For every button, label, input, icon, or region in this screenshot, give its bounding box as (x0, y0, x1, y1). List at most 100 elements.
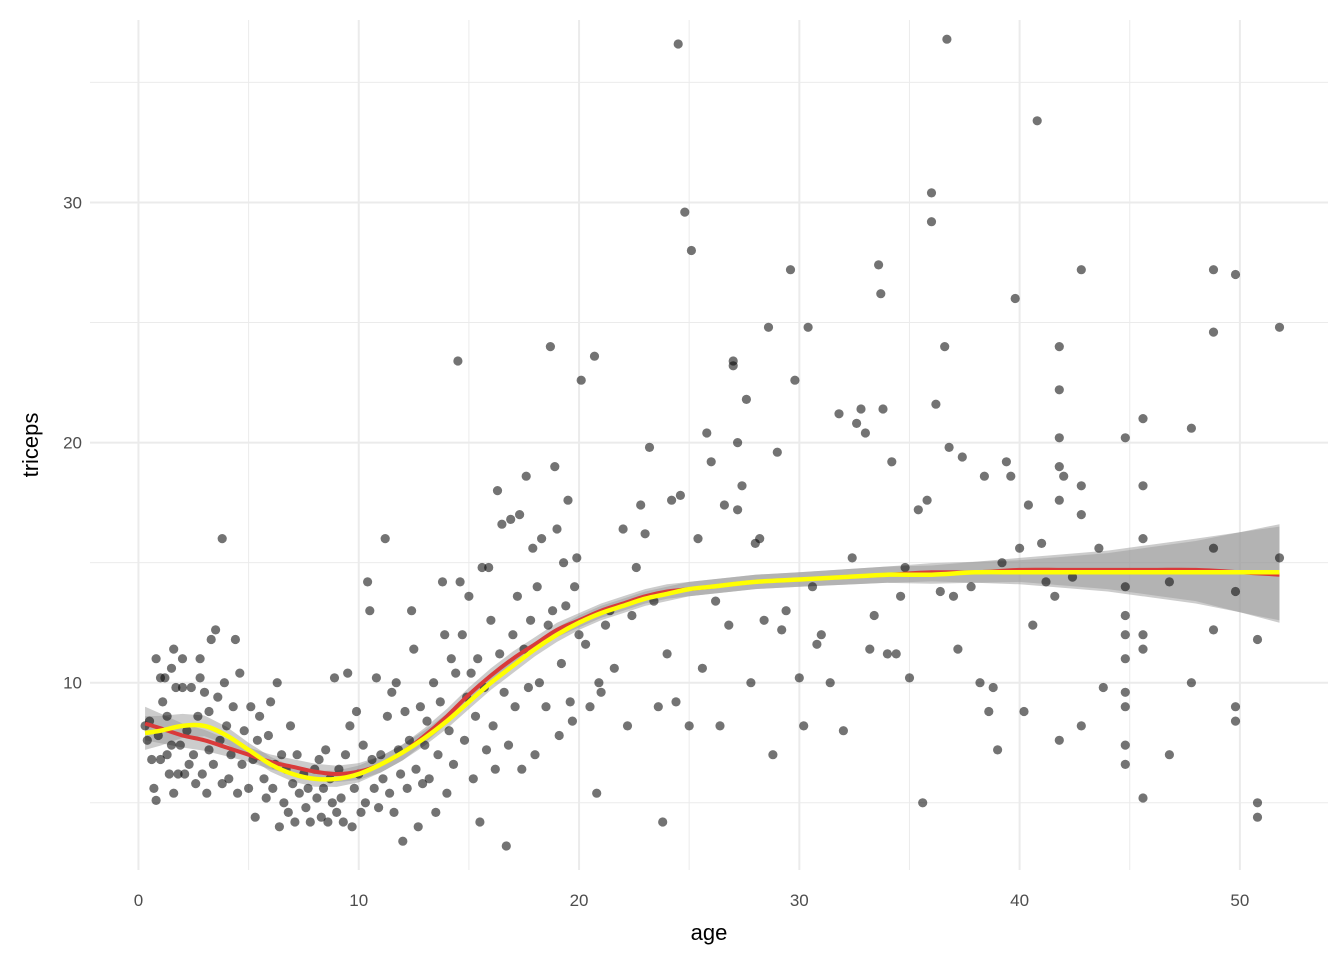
data-point (173, 769, 183, 779)
data-point (468, 774, 478, 784)
data-point (878, 404, 888, 414)
data-point (1138, 414, 1148, 424)
data-point (935, 586, 945, 597)
data-point (455, 577, 465, 587)
data-point (622, 721, 633, 731)
data-point (515, 509, 525, 520)
data-point (585, 702, 595, 712)
data-point (913, 505, 923, 515)
data-point (869, 610, 879, 621)
data-point (957, 452, 967, 462)
data-point (1138, 793, 1148, 803)
data-point (644, 442, 655, 452)
data-point (785, 265, 796, 275)
data-point (363, 577, 373, 587)
data-point (1094, 543, 1104, 553)
data-point (966, 582, 976, 592)
data-point (332, 807, 342, 818)
data-point (1208, 543, 1219, 553)
data-point (807, 582, 818, 592)
data-point (211, 625, 221, 635)
x-axis-title: age (691, 920, 728, 945)
data-point (1230, 586, 1241, 597)
data-point (1120, 582, 1130, 592)
data-point (334, 764, 344, 774)
data-point (896, 591, 906, 601)
data-point (208, 759, 218, 770)
data-point (1164, 577, 1174, 587)
data-point (865, 644, 875, 654)
y-tick-label: 30 (63, 193, 82, 212)
data-point (351, 706, 362, 717)
data-point (746, 678, 756, 688)
data-point (719, 500, 730, 510)
data-point (312, 793, 322, 803)
data-point (548, 606, 558, 616)
x-tick-label: 30 (790, 891, 809, 910)
data-point (378, 774, 388, 784)
data-point (1230, 269, 1241, 280)
data-point (675, 490, 686, 500)
data-point (1208, 625, 1219, 635)
data-point (398, 836, 408, 846)
data-point (437, 577, 448, 587)
data-point (1010, 293, 1020, 304)
data-point (250, 812, 260, 822)
data-point (506, 514, 516, 525)
data-point (486, 615, 496, 625)
data-point (261, 793, 271, 803)
data-point (1208, 327, 1219, 337)
data-point (741, 394, 752, 404)
data-point (1076, 509, 1086, 520)
data-point (1001, 457, 1012, 467)
data-point (501, 841, 511, 851)
data-point (1054, 462, 1064, 472)
data-point (255, 711, 265, 721)
x-tick-label: 40 (1010, 891, 1029, 910)
data-point (433, 750, 443, 760)
data-point (1164, 750, 1174, 760)
y-tick-label: 10 (63, 674, 82, 693)
yellow-smooth-line (144, 569, 1280, 782)
data-point (204, 745, 214, 755)
data-point (891, 649, 901, 659)
data-point (541, 702, 551, 712)
data-point (459, 735, 470, 745)
data-point (166, 740, 177, 750)
data-point (371, 673, 381, 683)
data-point (563, 495, 573, 505)
data-point (953, 644, 963, 654)
data-point (581, 639, 591, 649)
data-point (418, 779, 428, 789)
data-point (1120, 654, 1130, 664)
data-point (382, 711, 392, 721)
data-point (567, 716, 578, 726)
data-point (724, 620, 734, 630)
data-point (988, 682, 998, 693)
data-point (263, 730, 273, 741)
data-point (376, 750, 386, 760)
data-point (327, 798, 337, 808)
data-point (191, 779, 201, 789)
tick-labels: 0 10 20 30 40 50 10 20 30 (63, 193, 1249, 910)
confidence-bands (145, 524, 1280, 787)
data-point (1037, 538, 1047, 549)
data-point (693, 534, 703, 544)
smooth-lines (144, 567, 1280, 782)
data-point (572, 553, 582, 563)
y-axis-title: triceps (18, 413, 43, 478)
data-point (404, 735, 414, 745)
data-point (199, 687, 210, 697)
data-point (1138, 534, 1148, 544)
data-point (166, 663, 177, 673)
data-point (175, 740, 185, 750)
data-point (1230, 716, 1241, 726)
data-point (1028, 620, 1038, 630)
data-point (446, 654, 456, 664)
data-point (188, 750, 199, 760)
data-point (1098, 682, 1108, 693)
data-point (1274, 553, 1285, 563)
data-point (662, 649, 672, 659)
data-point (510, 702, 520, 712)
data-point (217, 534, 227, 544)
